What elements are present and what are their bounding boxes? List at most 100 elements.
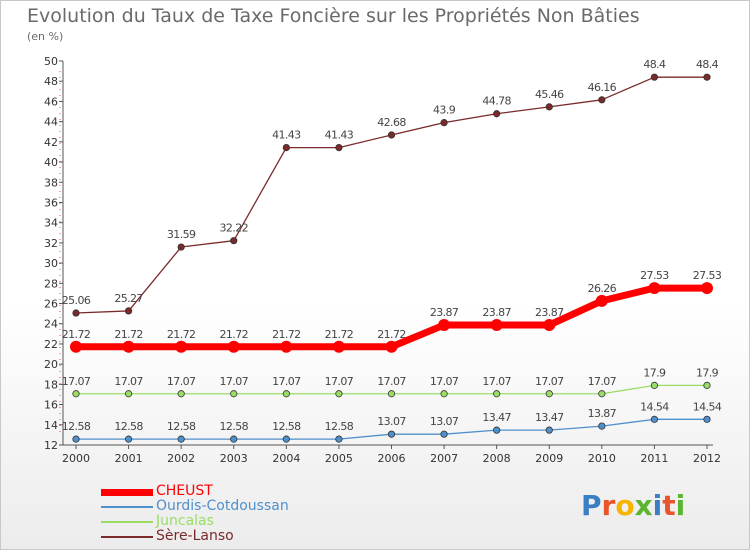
y-tick-label: 14 bbox=[44, 419, 58, 432]
data-label: 17.07 bbox=[325, 375, 354, 388]
data-point bbox=[387, 390, 396, 398]
data-point bbox=[545, 103, 553, 111]
data-label: 48.4 bbox=[696, 58, 719, 71]
y-tick-label: 38 bbox=[44, 176, 58, 189]
data-label: 13.87 bbox=[588, 407, 617, 420]
data-point bbox=[124, 435, 133, 443]
y-tick-label: 36 bbox=[44, 196, 58, 209]
data-label: 46.16 bbox=[588, 81, 617, 94]
x-tick-label: 2001 bbox=[115, 452, 143, 465]
legend-swatch bbox=[101, 506, 153, 508]
y-tick-label: 34 bbox=[44, 217, 58, 230]
data-point bbox=[72, 390, 80, 398]
data-point bbox=[598, 390, 606, 398]
y-tick-label: 26 bbox=[44, 298, 58, 311]
data-point bbox=[282, 435, 290, 443]
data-label: 17.07 bbox=[377, 375, 406, 388]
data-label: 48.4 bbox=[643, 58, 666, 71]
logo-letter: i bbox=[652, 489, 663, 522]
legend-label: CHEUST bbox=[156, 483, 213, 499]
legend-swatch bbox=[101, 488, 153, 496]
legend-item: Juncalas bbox=[101, 514, 361, 529]
y-tick-label: 16 bbox=[44, 399, 58, 412]
data-point bbox=[703, 415, 711, 423]
logo-letter: o bbox=[615, 489, 635, 522]
x-tick-label: 2009 bbox=[535, 452, 563, 465]
data-point bbox=[440, 119, 448, 127]
y-tick-label: 30 bbox=[44, 257, 58, 270]
data-label: 21.72 bbox=[220, 328, 249, 341]
data-point bbox=[282, 390, 290, 398]
data-point bbox=[122, 340, 135, 353]
data-label: 25.27 bbox=[114, 292, 143, 305]
data-label: 17.07 bbox=[535, 375, 564, 388]
data-label: 12.58 bbox=[325, 420, 354, 433]
data-point bbox=[177, 390, 185, 398]
data-point bbox=[493, 390, 501, 398]
data-point bbox=[282, 144, 290, 152]
y-tick-label: 50 bbox=[44, 55, 58, 68]
data-label: 12.58 bbox=[62, 420, 91, 433]
x-tick-label: 2007 bbox=[430, 452, 458, 465]
data-label: 12.58 bbox=[220, 420, 249, 433]
data-point bbox=[230, 237, 238, 245]
legend-item: Ourdis-Cotdoussan bbox=[101, 499, 361, 514]
data-point bbox=[650, 415, 659, 423]
data-point bbox=[703, 73, 711, 81]
y-tick-label: 46 bbox=[44, 95, 58, 108]
data-label: 21.72 bbox=[325, 328, 354, 341]
data-label: 17.9 bbox=[643, 366, 666, 379]
x-tick-label: 2002 bbox=[167, 452, 195, 465]
y-tick-label: 44 bbox=[44, 116, 58, 129]
data-label: 13.07 bbox=[377, 415, 406, 428]
data-label: 17.07 bbox=[430, 375, 459, 388]
data-point bbox=[490, 319, 503, 332]
data-point bbox=[230, 390, 238, 398]
data-point bbox=[70, 340, 82, 353]
data-label: 31.59 bbox=[167, 228, 196, 241]
legend-label: Sère-Lanso bbox=[156, 528, 234, 544]
data-point bbox=[227, 340, 240, 353]
data-point bbox=[332, 340, 345, 353]
legend-swatch bbox=[101, 536, 153, 538]
data-point bbox=[72, 435, 80, 443]
data-point bbox=[387, 131, 396, 139]
data-label: 17.07 bbox=[482, 375, 511, 388]
data-label: 25.06 bbox=[62, 294, 91, 307]
data-point bbox=[438, 319, 451, 332]
legend-label: Ourdis-Cotdoussan bbox=[156, 498, 289, 514]
data-label: 17.07 bbox=[167, 375, 196, 388]
data-point bbox=[595, 294, 608, 307]
data-label: 21.72 bbox=[114, 328, 143, 341]
data-label: 14.54 bbox=[640, 400, 669, 413]
x-tick-label: 2010 bbox=[588, 452, 616, 465]
data-label: 17.9 bbox=[696, 366, 719, 379]
x-tick-label: 2000 bbox=[62, 452, 90, 465]
data-point bbox=[493, 110, 501, 118]
data-point bbox=[598, 96, 606, 104]
y-tick-label: 40 bbox=[44, 156, 58, 169]
y-tick-label: 22 bbox=[44, 338, 58, 351]
logo-letter: x bbox=[634, 489, 653, 522]
data-label: 13.47 bbox=[535, 411, 564, 424]
x-tick-label: 2012 bbox=[693, 452, 721, 465]
data-point bbox=[177, 435, 185, 443]
data-label: 23.87 bbox=[430, 306, 459, 319]
data-point bbox=[230, 435, 238, 443]
data-label: 12.58 bbox=[114, 420, 143, 433]
data-point bbox=[648, 282, 661, 295]
data-label: 23.87 bbox=[482, 306, 511, 319]
data-point bbox=[701, 282, 713, 295]
y-tick-label: 12 bbox=[44, 439, 58, 452]
logo-letter: i bbox=[675, 489, 686, 522]
legend-label: Juncalas bbox=[156, 513, 214, 529]
data-label: 21.72 bbox=[272, 328, 301, 341]
x-tick-label: 2006 bbox=[378, 452, 406, 465]
data-label: 12.58 bbox=[272, 420, 301, 433]
data-label: 13.07 bbox=[430, 415, 459, 428]
y-tick-label: 18 bbox=[44, 378, 58, 391]
data-point bbox=[545, 390, 553, 398]
x-tick-label: 2005 bbox=[325, 452, 353, 465]
data-label: 12.58 bbox=[167, 420, 196, 433]
